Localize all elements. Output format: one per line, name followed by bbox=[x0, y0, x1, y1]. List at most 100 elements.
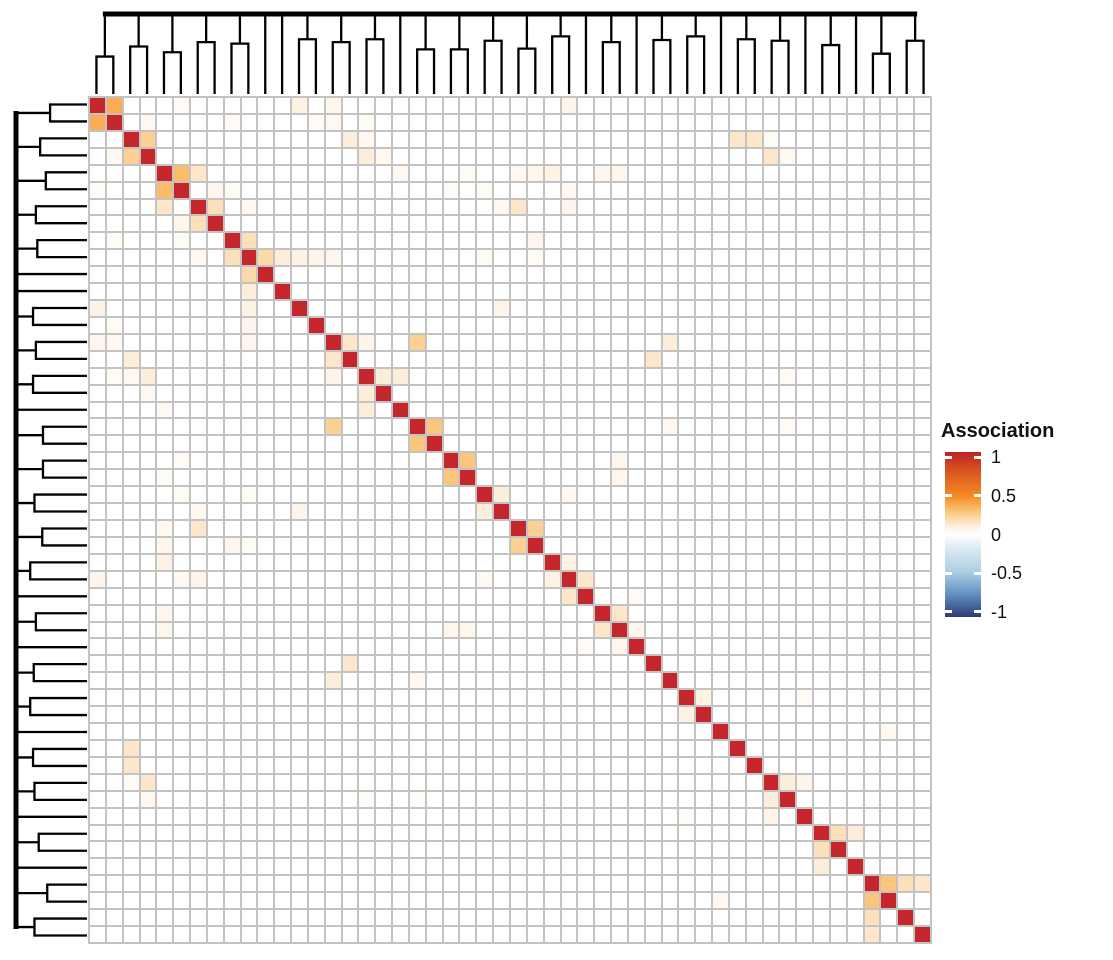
heatmap-cell bbox=[241, 368, 257, 384]
heatmap-cell bbox=[393, 284, 408, 300]
heatmap-cell bbox=[106, 521, 122, 536]
heatmap-cell bbox=[426, 656, 442, 672]
heatmap-cell bbox=[494, 368, 509, 384]
heatmap-cell bbox=[426, 250, 442, 266]
heatmap-cell bbox=[174, 791, 190, 807]
heatmap-cell bbox=[696, 385, 712, 401]
heatmap-cell bbox=[729, 284, 745, 300]
heatmap-cell bbox=[174, 148, 190, 164]
heatmap-cell bbox=[157, 910, 173, 926]
heatmap-cell bbox=[426, 825, 442, 841]
heatmap-cell bbox=[292, 148, 307, 164]
heatmap-cell bbox=[241, 402, 257, 418]
heatmap-cell bbox=[797, 470, 813, 486]
heatmap-cell bbox=[258, 453, 274, 469]
heatmap-cell bbox=[443, 927, 459, 942]
heatmap-cell bbox=[207, 402, 223, 418]
heatmap-cell bbox=[763, 436, 779, 452]
heatmap-cell bbox=[140, 233, 156, 249]
heatmap-cell bbox=[494, 267, 509, 283]
heatmap-cell bbox=[696, 131, 712, 147]
heatmap-cell bbox=[494, 216, 509, 232]
heatmap-cell bbox=[511, 317, 526, 333]
heatmap-cell bbox=[207, 774, 223, 790]
heatmap-cell bbox=[106, 859, 122, 875]
heatmap-cell bbox=[477, 740, 493, 756]
heatmap-cell bbox=[628, 707, 644, 723]
heatmap-cell bbox=[662, 385, 678, 401]
heatmap-cell bbox=[292, 521, 307, 536]
heatmap-cell bbox=[864, 250, 880, 266]
heatmap-cell bbox=[578, 757, 594, 773]
heatmap-cell bbox=[123, 537, 139, 553]
heatmap-cell bbox=[342, 419, 358, 435]
heatmap-cell bbox=[376, 216, 392, 232]
heatmap-cell bbox=[342, 368, 358, 384]
heatmap-cell bbox=[797, 656, 813, 672]
heatmap-cell bbox=[847, 673, 863, 689]
heatmap-cell bbox=[578, 859, 594, 875]
heatmap-cell bbox=[477, 487, 493, 503]
heatmap-cell bbox=[628, 98, 644, 113]
heatmap-cell bbox=[830, 774, 846, 790]
heatmap-cell bbox=[696, 165, 712, 181]
heatmap-cell bbox=[881, 165, 897, 181]
heatmap-cell bbox=[140, 165, 156, 181]
heatmap-cell bbox=[595, 740, 611, 756]
heatmap-cell bbox=[376, 554, 392, 570]
heatmap-cell bbox=[797, 774, 813, 790]
heatmap-cell bbox=[342, 250, 358, 266]
heatmap-cell bbox=[578, 554, 594, 570]
heatmap-cell bbox=[511, 487, 526, 503]
heatmap-cell bbox=[140, 487, 156, 503]
heatmap-cell bbox=[864, 148, 880, 164]
heatmap-cell bbox=[595, 98, 611, 113]
heatmap-cell bbox=[864, 571, 880, 587]
heatmap-cell bbox=[814, 791, 829, 807]
heatmap-cell bbox=[292, 470, 307, 486]
heatmap-cell bbox=[696, 707, 712, 723]
heatmap-cell bbox=[241, 470, 257, 486]
heatmap-cell bbox=[157, 656, 173, 672]
heatmap-cell bbox=[494, 927, 509, 942]
heatmap-cell bbox=[393, 791, 408, 807]
heatmap-cell bbox=[275, 656, 291, 672]
heatmap-cell bbox=[443, 690, 459, 706]
heatmap-cell bbox=[915, 148, 930, 164]
heatmap-cell bbox=[224, 114, 240, 130]
heatmap-cell bbox=[915, 419, 930, 435]
heatmap-cell bbox=[393, 690, 408, 706]
heatmap-cell bbox=[308, 740, 324, 756]
heatmap-cell bbox=[544, 724, 560, 739]
heatmap-cell bbox=[426, 554, 442, 570]
heatmap-cell bbox=[578, 250, 594, 266]
heatmap-cell bbox=[325, 182, 341, 198]
heatmap-cell bbox=[763, 724, 779, 739]
heatmap-cell bbox=[830, 284, 846, 300]
heatmap-cell bbox=[426, 588, 442, 604]
heatmap-cell bbox=[662, 368, 678, 384]
heatmap-cell bbox=[258, 774, 274, 790]
heatmap-cell bbox=[797, 893, 813, 909]
heatmap-cell bbox=[662, 588, 678, 604]
heatmap-cell bbox=[595, 554, 611, 570]
heatmap-cell bbox=[898, 791, 914, 807]
heatmap-cell bbox=[207, 842, 223, 858]
heatmap-cell bbox=[90, 791, 105, 807]
heatmap-cell bbox=[595, 419, 611, 435]
heatmap-cell bbox=[511, 419, 526, 435]
heatmap-cell bbox=[123, 165, 139, 181]
heatmap-cell bbox=[729, 554, 745, 570]
heatmap-cell bbox=[494, 250, 509, 266]
heatmap-cell bbox=[595, 622, 611, 638]
heatmap-cell bbox=[224, 707, 240, 723]
heatmap-cell bbox=[864, 385, 880, 401]
heatmap-cell bbox=[898, 402, 914, 418]
heatmap-cell bbox=[275, 571, 291, 587]
heatmap-cell bbox=[157, 165, 173, 181]
heatmap-cell bbox=[258, 114, 274, 130]
heatmap-cell bbox=[342, 284, 358, 300]
heatmap-cell bbox=[595, 724, 611, 739]
heatmap-cell bbox=[123, 267, 139, 283]
heatmap-cell bbox=[426, 690, 442, 706]
